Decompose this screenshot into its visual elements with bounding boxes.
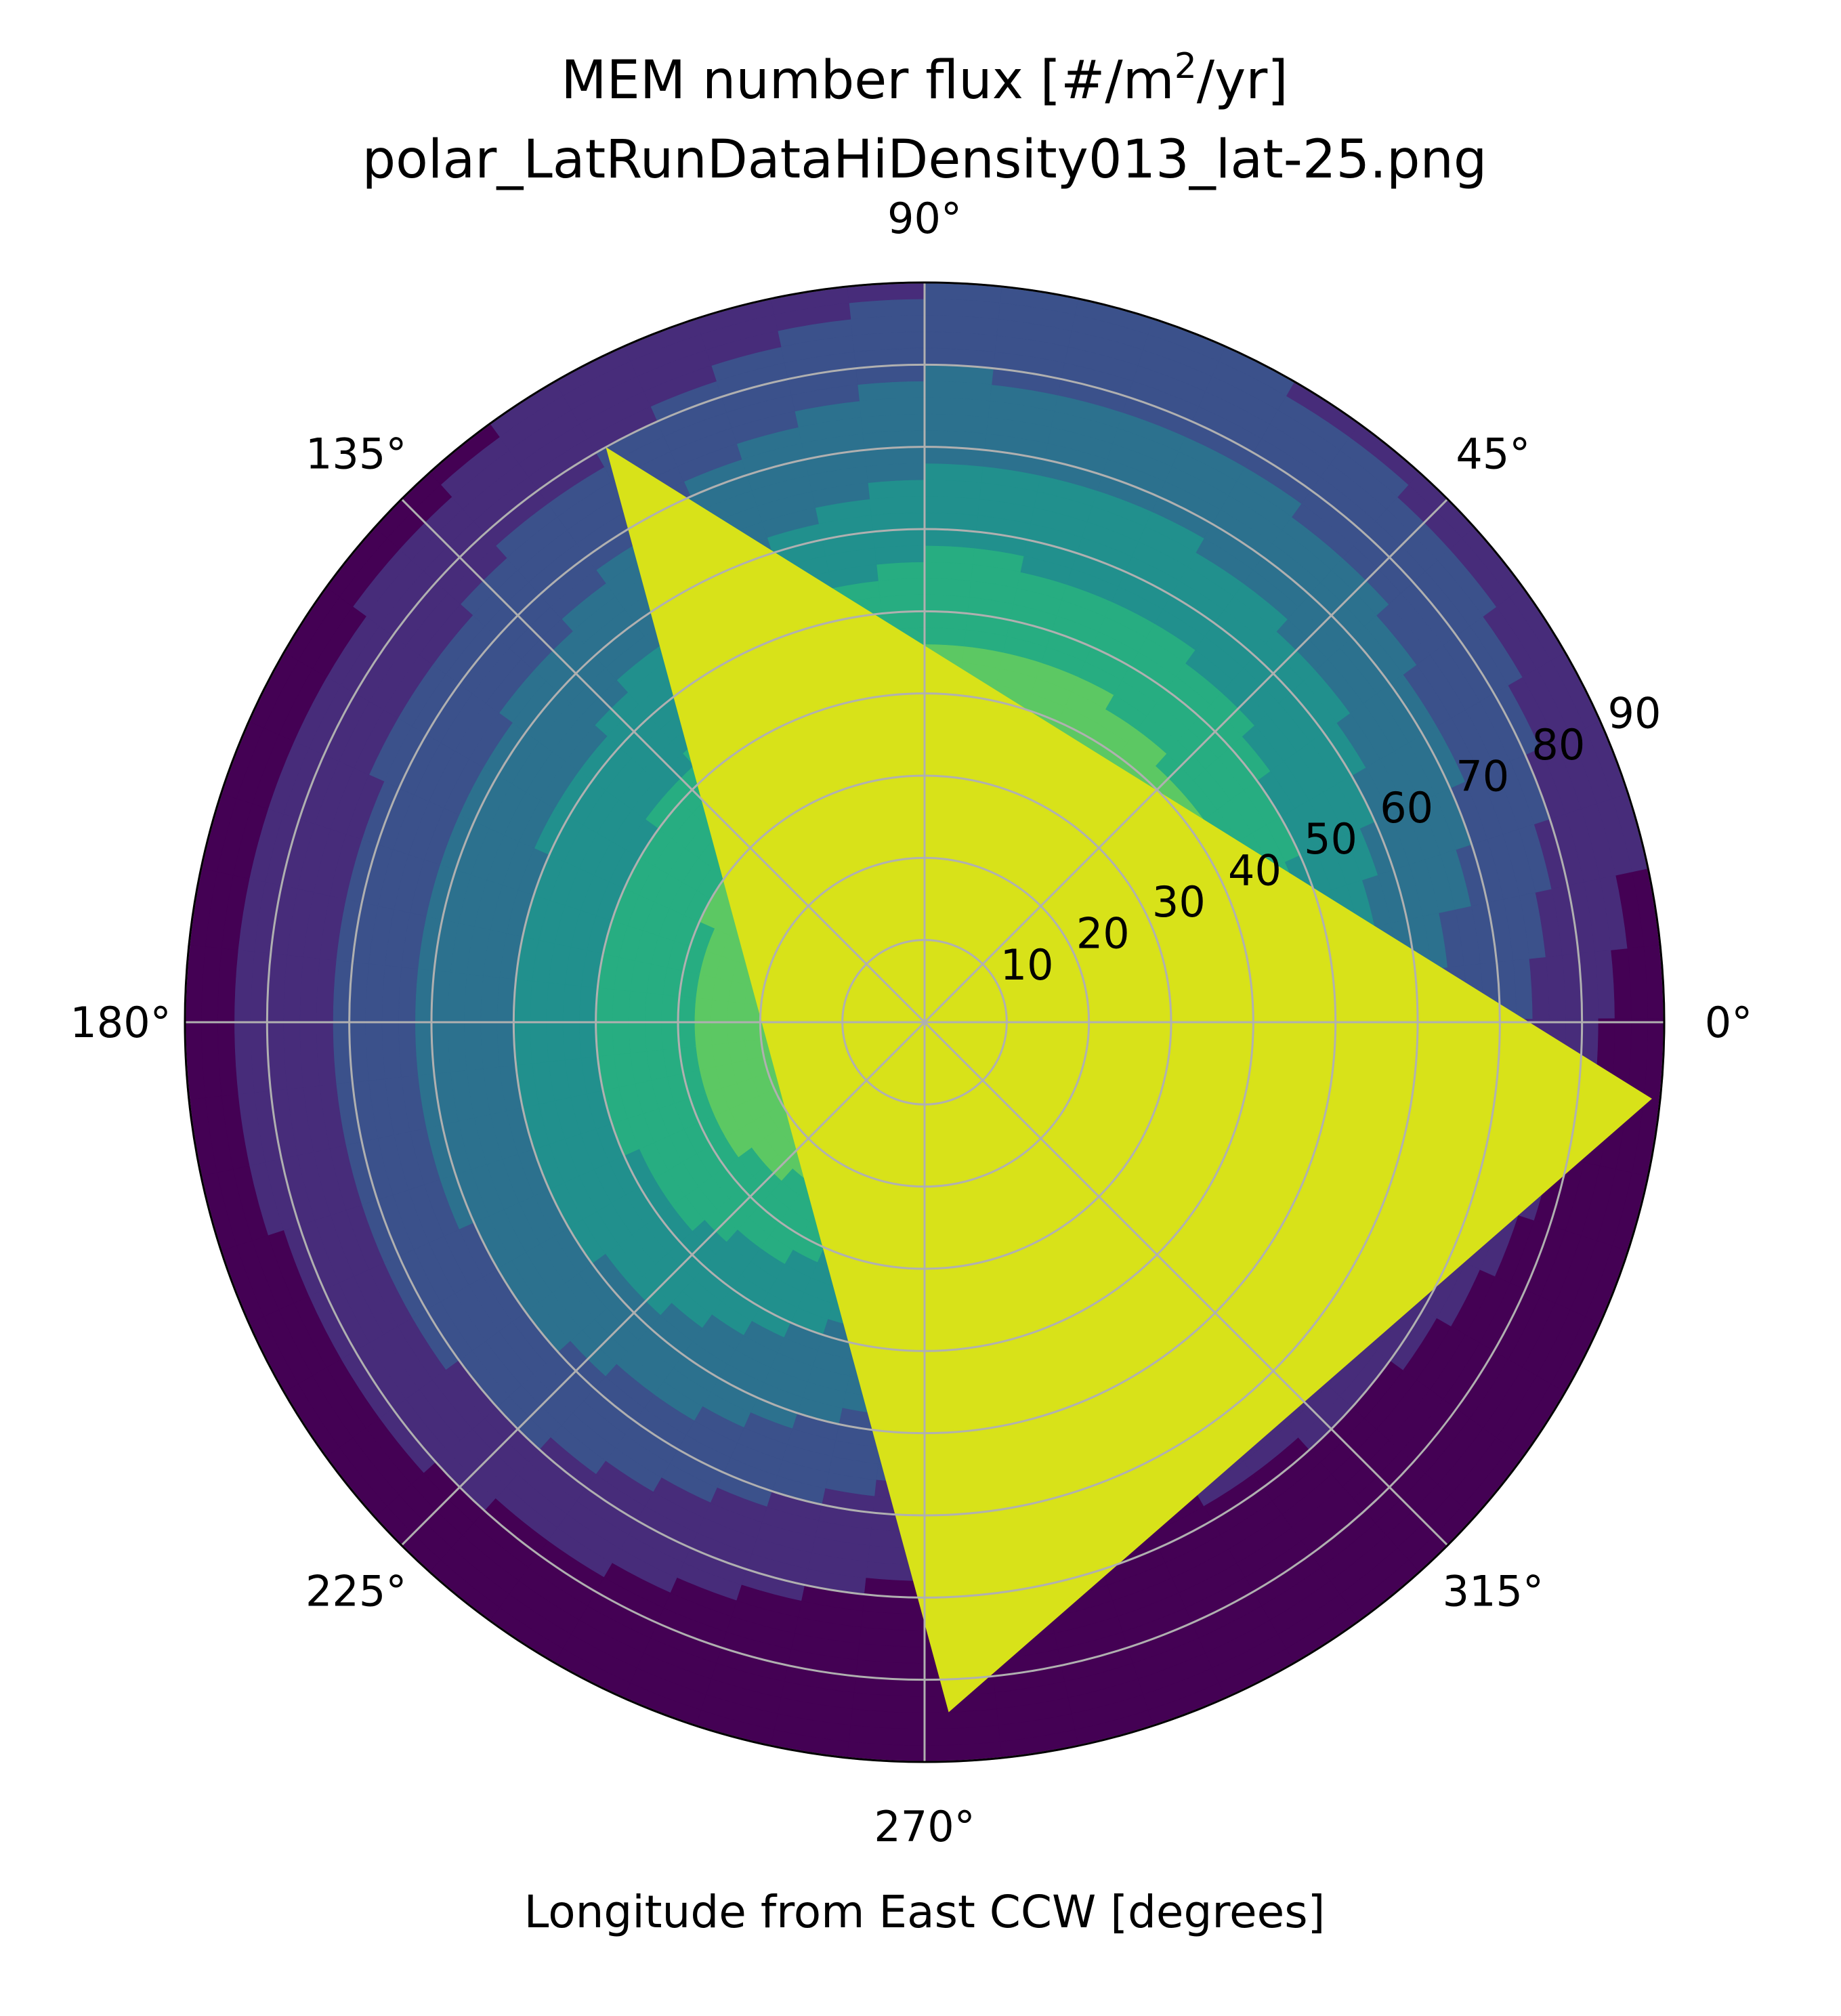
- theta-tick-label: 0°: [1705, 998, 1752, 1047]
- theta-tick-label: 180°: [70, 998, 171, 1047]
- heatmap-cell: [627, 1022, 648, 1055]
- heatmap-cell: [693, 997, 713, 1024]
- x-axis-label: Longitude from East CCW [degrees]: [524, 1886, 1326, 1938]
- heatmap-cell: [610, 989, 631, 1024]
- heatmap-cell: [643, 992, 664, 1024]
- heatmap-cell: [578, 986, 598, 1024]
- theta-tick-label: 135°: [305, 429, 406, 479]
- r-tick-label: 20: [1076, 909, 1130, 959]
- heatmap-cell: [627, 990, 648, 1024]
- heatmap-cell: [709, 1022, 729, 1047]
- r-tick-label: 40: [1228, 846, 1282, 896]
- heatmap-cell: [562, 984, 582, 1025]
- r-tick-label: 70: [1456, 751, 1509, 801]
- heatmap-cell: [693, 1022, 713, 1048]
- theta-tick-label: 225°: [305, 1566, 406, 1616]
- r-tick-label: 90: [1608, 689, 1662, 738]
- heatmap-cell: [660, 994, 680, 1024]
- heatmap-cell: [742, 1022, 762, 1043]
- heatmap-cell: [643, 1022, 664, 1053]
- r-tick-label: 60: [1380, 783, 1433, 833]
- heatmap-cell: [610, 1022, 631, 1057]
- polar-grid: [184, 281, 1666, 1763]
- chart-title: MEM number flux [#/m2/yr]: [561, 46, 1288, 111]
- theta-tick-label: 315°: [1443, 1566, 1544, 1616]
- heatmap-cell: [660, 1022, 680, 1052]
- heatmap-cell: [725, 1001, 745, 1024]
- heatmap-cell: [725, 1022, 746, 1045]
- heatmap-cell: [709, 999, 729, 1024]
- theta-tick-label: 45°: [1456, 429, 1530, 479]
- heatmap-cell: [545, 982, 566, 1025]
- theta-tick-label: 90°: [887, 194, 962, 243]
- r-tick-label: 30: [1152, 877, 1206, 927]
- r-tick-label: 80: [1531, 720, 1585, 770]
- chart-subtitle: polar_LatRunDataHiDensity013_lat-25.png: [362, 129, 1487, 190]
- r-tick-label: 10: [1000, 940, 1054, 990]
- theta-tick-label: 270°: [874, 1802, 975, 1851]
- r-tick-label: 50: [1304, 814, 1357, 864]
